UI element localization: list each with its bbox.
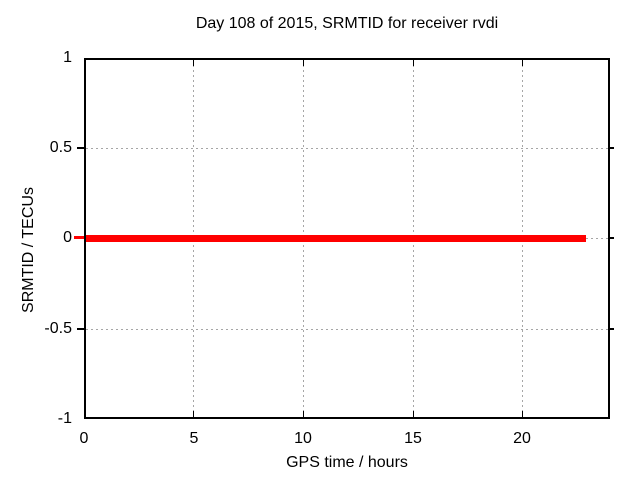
x-tick-mark-top (522, 60, 523, 66)
gridline-horizontal (86, 329, 608, 330)
data-line-srmtid (86, 234, 587, 242)
y-tick-label: 0.5 (49, 139, 72, 156)
y-axis-label: SRMTID / TECUs (20, 187, 37, 313)
x-tick-mark-top (193, 60, 194, 66)
x-tick-mark-top (413, 60, 414, 66)
x-tick-label: 20 (513, 430, 531, 447)
y-tick-label: 1 (63, 49, 72, 66)
x-tick-mark-bottom (303, 411, 304, 417)
x-tick-label: 10 (294, 430, 312, 447)
y-tick-mark-left (77, 328, 90, 330)
x-tick-mark-bottom (413, 411, 414, 417)
plot-area (84, 58, 610, 419)
gridline-horizontal (86, 148, 608, 149)
x-tick-label: 15 (404, 430, 422, 447)
x-tick-mark-bottom (193, 411, 194, 417)
x-tick-label: 5 (189, 430, 199, 447)
x-tick-label: 0 (79, 430, 89, 447)
y-tick-mark-left (77, 147, 90, 149)
y-tick-label: 0 (63, 229, 72, 246)
y-tick-label: -0.5 (44, 320, 72, 337)
x-axis-label: GPS time / hours (286, 454, 408, 471)
y-tick-label: -1 (57, 410, 72, 427)
chart-title: Day 108 of 2015, SRMTID for receiver rvd… (195, 15, 499, 32)
x-tick-mark-bottom (522, 411, 523, 417)
x-tick-mark-top (303, 60, 304, 66)
zero-tick-red (74, 236, 84, 239)
